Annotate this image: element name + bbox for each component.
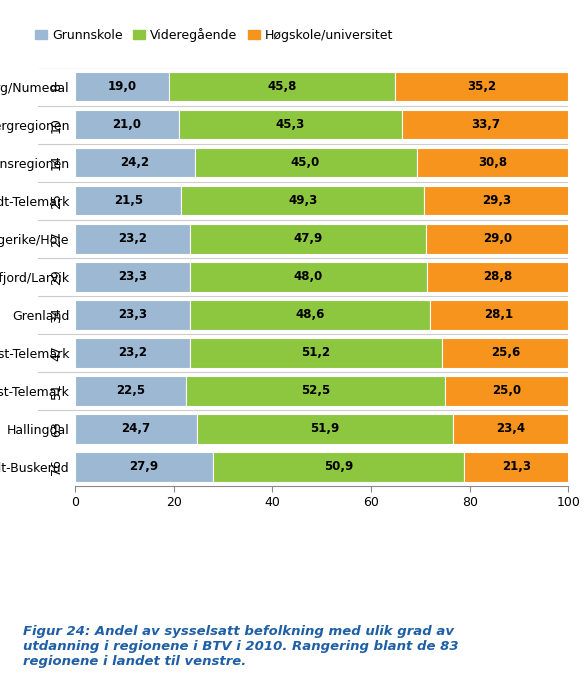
Bar bbox=[75, 148, 195, 178]
Bar bbox=[179, 110, 402, 140]
Text: 35,2: 35,2 bbox=[467, 80, 496, 93]
Text: 25,6: 25,6 bbox=[490, 346, 520, 359]
Bar bbox=[75, 186, 181, 215]
Text: 19,0: 19,0 bbox=[107, 80, 137, 93]
Text: 30,8: 30,8 bbox=[478, 156, 507, 169]
Text: 25: 25 bbox=[50, 193, 63, 209]
Text: 48,0: 48,0 bbox=[294, 270, 323, 284]
Bar bbox=[181, 186, 424, 215]
Text: 29,0: 29,0 bbox=[483, 232, 512, 245]
Text: 21,3: 21,3 bbox=[502, 460, 531, 473]
Text: 8: 8 bbox=[50, 82, 63, 90]
Text: 10: 10 bbox=[50, 117, 63, 132]
Bar bbox=[75, 452, 213, 482]
Bar bbox=[427, 262, 569, 292]
Bar bbox=[453, 414, 568, 443]
Text: 47: 47 bbox=[50, 345, 63, 360]
Text: 25,0: 25,0 bbox=[492, 384, 522, 398]
Text: 52,5: 52,5 bbox=[301, 384, 331, 398]
Text: 28,8: 28,8 bbox=[483, 270, 513, 284]
Text: 23,4: 23,4 bbox=[496, 423, 525, 435]
Text: 47,9: 47,9 bbox=[293, 232, 322, 245]
Bar bbox=[445, 376, 568, 406]
Bar bbox=[169, 72, 395, 101]
Bar bbox=[195, 148, 417, 178]
Bar bbox=[424, 186, 569, 215]
Bar bbox=[197, 414, 453, 443]
Bar bbox=[442, 338, 568, 368]
Bar bbox=[190, 338, 442, 368]
Text: 24,7: 24,7 bbox=[121, 423, 151, 435]
Text: 29,3: 29,3 bbox=[482, 194, 511, 207]
Bar bbox=[75, 72, 169, 101]
Bar bbox=[190, 262, 427, 292]
Bar bbox=[213, 452, 464, 482]
Bar bbox=[417, 148, 568, 178]
Text: 51: 51 bbox=[50, 383, 63, 399]
Text: 22,5: 22,5 bbox=[116, 384, 145, 398]
Text: 49,3: 49,3 bbox=[288, 194, 318, 207]
Text: 23,3: 23,3 bbox=[118, 270, 147, 284]
Text: 45,0: 45,0 bbox=[291, 156, 320, 169]
Bar bbox=[190, 300, 430, 329]
Text: 24,2: 24,2 bbox=[120, 156, 149, 169]
Bar bbox=[75, 338, 190, 368]
Bar bbox=[430, 300, 568, 329]
Bar bbox=[75, 300, 190, 329]
Text: 63: 63 bbox=[50, 421, 63, 437]
Bar bbox=[75, 376, 186, 406]
Text: 21,5: 21,5 bbox=[114, 194, 143, 207]
Text: Figur 24: Andel av sysselsatt befolkning med ulik grad av
utdanning i regionene : Figur 24: Andel av sysselsatt befolkning… bbox=[23, 625, 459, 668]
Text: 23,3: 23,3 bbox=[118, 308, 147, 321]
Text: 14: 14 bbox=[50, 155, 63, 171]
Text: 34: 34 bbox=[50, 307, 63, 323]
Bar bbox=[75, 414, 197, 443]
Text: 51,9: 51,9 bbox=[311, 423, 340, 435]
Bar bbox=[464, 452, 569, 482]
Text: 23,2: 23,2 bbox=[118, 232, 147, 245]
Legend: Grunnskole, Videregående, Høgskole/universitet: Grunnskole, Videregående, Høgskole/unive… bbox=[30, 23, 398, 47]
Text: 51,2: 51,2 bbox=[301, 346, 331, 359]
Bar bbox=[75, 224, 190, 254]
Bar bbox=[395, 72, 568, 101]
Text: 50,9: 50,9 bbox=[323, 460, 353, 473]
Bar bbox=[426, 224, 569, 254]
Text: 27,9: 27,9 bbox=[130, 460, 159, 473]
Bar bbox=[75, 262, 190, 292]
Text: 23,2: 23,2 bbox=[118, 346, 147, 359]
Text: 45,3: 45,3 bbox=[276, 118, 305, 131]
Text: 33,7: 33,7 bbox=[471, 118, 500, 131]
Text: 21,0: 21,0 bbox=[113, 118, 141, 131]
Bar bbox=[75, 110, 179, 140]
Bar bbox=[186, 376, 445, 406]
Text: 29: 29 bbox=[50, 269, 63, 285]
Text: 48,6: 48,6 bbox=[295, 308, 325, 321]
Text: 76: 76 bbox=[50, 459, 63, 475]
Text: 45,8: 45,8 bbox=[267, 80, 297, 93]
Bar bbox=[402, 110, 568, 140]
Text: 28,1: 28,1 bbox=[485, 308, 514, 321]
Text: 27: 27 bbox=[50, 231, 63, 246]
Bar bbox=[190, 224, 426, 254]
